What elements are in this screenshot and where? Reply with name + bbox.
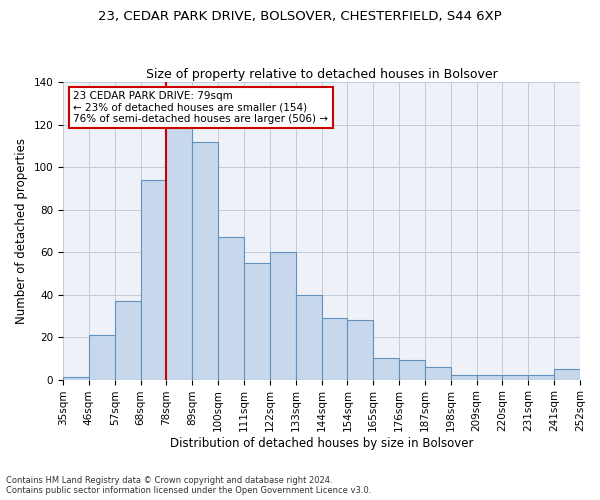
Bar bbox=[296, 294, 322, 380]
Bar bbox=[373, 358, 399, 380]
Bar bbox=[502, 376, 529, 380]
Bar bbox=[322, 318, 347, 380]
Bar bbox=[140, 180, 166, 380]
Bar bbox=[244, 262, 270, 380]
Bar bbox=[115, 301, 140, 380]
Title: Size of property relative to detached houses in Bolsover: Size of property relative to detached ho… bbox=[146, 68, 497, 81]
Bar bbox=[89, 335, 115, 380]
Bar bbox=[63, 378, 89, 380]
Bar bbox=[476, 376, 502, 380]
Bar bbox=[425, 367, 451, 380]
Text: Contains HM Land Registry data © Crown copyright and database right 2024.
Contai: Contains HM Land Registry data © Crown c… bbox=[6, 476, 371, 495]
Bar bbox=[192, 142, 218, 380]
Bar bbox=[218, 238, 244, 380]
X-axis label: Distribution of detached houses by size in Bolsover: Distribution of detached houses by size … bbox=[170, 437, 473, 450]
Bar bbox=[270, 252, 296, 380]
Bar bbox=[347, 320, 373, 380]
Text: 23, CEDAR PARK DRIVE, BOLSOVER, CHESTERFIELD, S44 6XP: 23, CEDAR PARK DRIVE, BOLSOVER, CHESTERF… bbox=[98, 10, 502, 23]
Bar bbox=[166, 127, 192, 380]
Bar bbox=[529, 376, 554, 380]
Bar bbox=[399, 360, 425, 380]
Text: 23 CEDAR PARK DRIVE: 79sqm
← 23% of detached houses are smaller (154)
76% of sem: 23 CEDAR PARK DRIVE: 79sqm ← 23% of deta… bbox=[73, 91, 328, 124]
Bar bbox=[554, 369, 580, 380]
Bar bbox=[451, 376, 476, 380]
Y-axis label: Number of detached properties: Number of detached properties bbox=[15, 138, 28, 324]
